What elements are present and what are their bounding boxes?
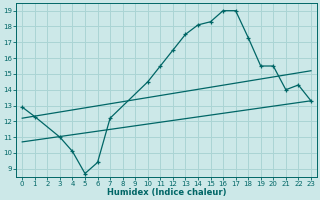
X-axis label: Humidex (Indice chaleur): Humidex (Indice chaleur) (107, 188, 226, 197)
